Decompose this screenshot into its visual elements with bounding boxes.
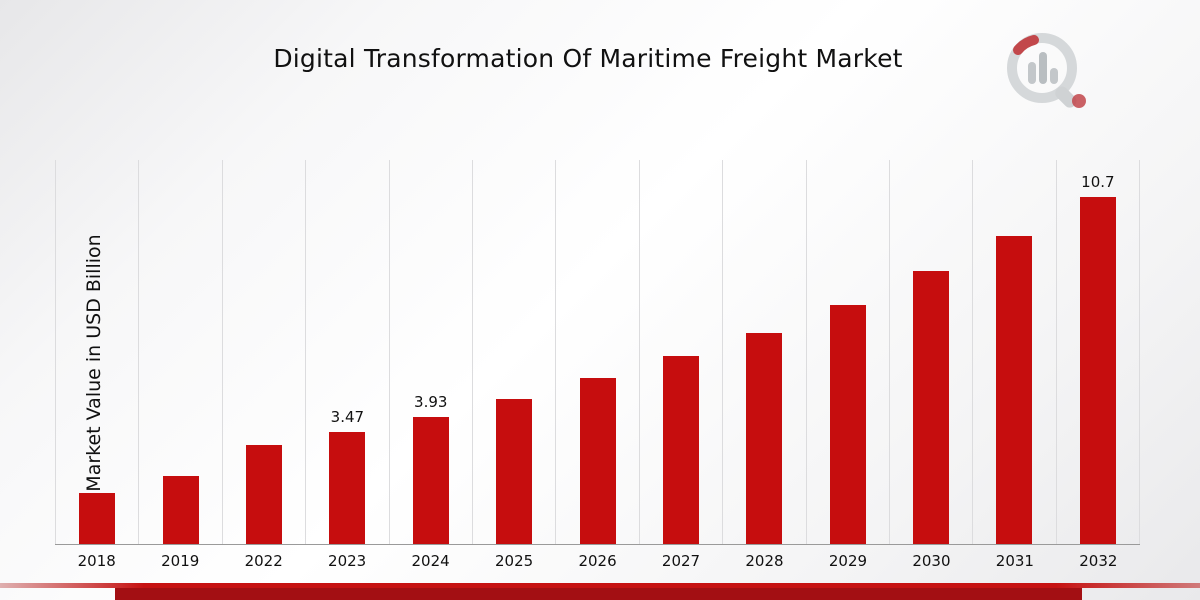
bar-2026: [579, 378, 616, 544]
chart-column-2025: [471, 160, 555, 544]
x-tick-label-2030: 2030: [912, 552, 951, 570]
bar-value-label-2023: 3.47: [330, 407, 365, 426]
bar-2032: [1079, 197, 1116, 544]
x-tick-label-2019: 2019: [161, 552, 200, 570]
x-tick-label-2028: 2028: [745, 552, 784, 570]
bar-2019: [162, 476, 199, 544]
plot-area: 3.47 3.93 10.7: [55, 160, 1141, 545]
bar-2024: [412, 416, 449, 544]
bar-value-label-2032: 10.7: [1081, 173, 1115, 192]
chart-column-2028: [722, 160, 805, 544]
bar-2030: [913, 270, 950, 544]
x-axis: 2018 2019 2022 2023 2024 2025 2026 2027 2028 2029…: [55, 552, 1140, 570]
chart-column-2019: [138, 160, 221, 544]
bar-2027: [662, 355, 699, 544]
x-tick-label-2032: 2032: [1079, 552, 1118, 570]
x-tick-label-2018: 2018: [77, 552, 116, 570]
chart-column-2024: 3.93: [388, 160, 472, 544]
bar-2031: [996, 236, 1033, 544]
x-tick-label-2029: 2029: [828, 552, 868, 570]
bar-2022: [245, 445, 282, 544]
chart-title: Digital Transformation Of Maritime Freig…: [273, 44, 903, 73]
bar-2025: [496, 398, 533, 544]
chart-column-2018: [55, 160, 138, 544]
chart-column-2029: [805, 160, 889, 544]
x-tick-label-2026: 2026: [578, 552, 617, 570]
chart-column-2031: [972, 160, 1055, 544]
x-tick-label-2024: 2024: [411, 552, 450, 570]
x-tick-label-2031: 2031: [995, 552, 1034, 570]
chart-column-2023: 3.47: [305, 160, 388, 544]
chart-column-2027: [638, 160, 722, 544]
footer-red-bar: [115, 588, 1082, 600]
chart-column-2030: [888, 160, 972, 544]
x-tick-label-2023: 2023: [328, 552, 367, 570]
bar-2029: [829, 304, 866, 544]
chart-column-2032: 10.7: [1055, 160, 1141, 544]
bar-2028: [746, 332, 783, 544]
bar-value-label-2024: 3.93: [414, 392, 448, 411]
brand-logo-icon: [1000, 28, 1092, 116]
chart-column-2026: [555, 160, 638, 544]
magnifier-bar-chart-icon: [1007, 33, 1086, 108]
x-tick-label-2022: 2022: [244, 552, 283, 570]
bottom-red-stripe: [0, 583, 1200, 588]
x-tick-label-2025: 2025: [494, 552, 534, 570]
chart-column-2022: [221, 160, 305, 544]
x-tick-label-2027: 2027: [661, 552, 701, 570]
bar-2023: [329, 431, 366, 544]
bar-2018: [79, 493, 116, 544]
